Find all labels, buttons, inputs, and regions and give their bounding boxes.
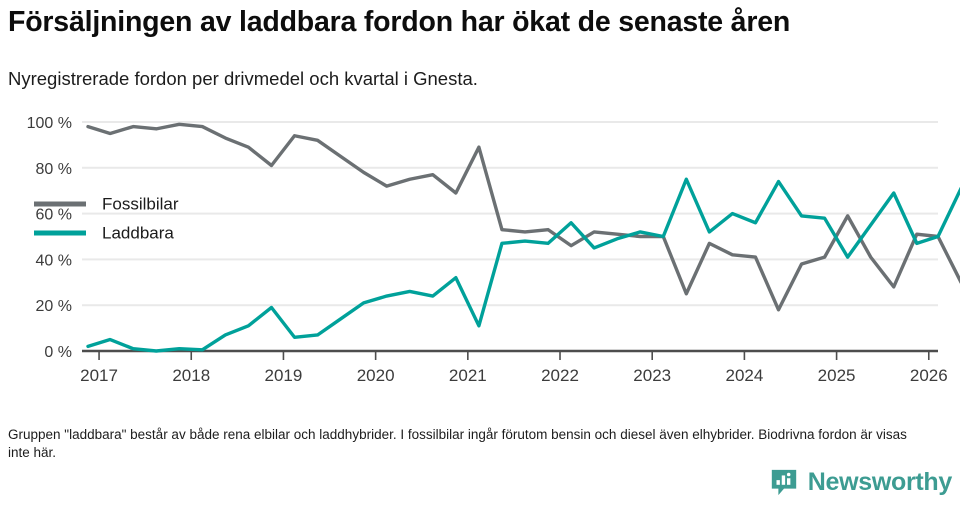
x-axis-tick-label: 2024 <box>725 366 763 385</box>
x-axis-tick-label: 2018 <box>172 366 210 385</box>
chart-legend: Fossilbilar Laddbara <box>34 194 179 242</box>
legend-label-laddbara: Laddbara <box>102 223 174 242</box>
chart-plot-area: 0 % 20 % 40 % 60 % 80 % 100 % 2017 2018 2019 202… <box>0 108 960 398</box>
chart-subtitle: Nyregistrerade fordon per drivmedel och … <box>8 68 478 89</box>
x-axis-tick-label: 2019 <box>265 366 303 385</box>
y-axis-tick-label: 60 % <box>36 207 72 224</box>
line-chart-svg: 0 % 20 % 40 % 60 % 80 % 100 % 2017 2018 2019 202… <box>27 115 960 385</box>
legend-label-fossilbilar: Fossilbilar <box>102 194 179 213</box>
y-axis-tick-label: 80 % <box>36 161 72 178</box>
gridlines <box>82 121 938 307</box>
x-axis-tick-label: 2020 <box>357 366 395 385</box>
y-axis-tick-label: 0 % <box>44 344 72 361</box>
bar-chart-speech-bubble-icon <box>771 469 796 496</box>
logo-wordmark: Newsworthy <box>807 467 953 496</box>
chart-footnote: Gruppen "laddbara" består av både rena e… <box>8 427 907 461</box>
y-axis-tick-label: 100 % <box>27 115 72 132</box>
x-axis <box>82 349 938 360</box>
series-lines <box>86 122 960 353</box>
x-axis-tick-label: 2023 <box>633 366 671 385</box>
x-axis-tick-label: 2017 <box>80 366 118 385</box>
y-axis-tick-labels: 0 % 20 % 40 % 60 % 80 % 100 % <box>27 115 72 361</box>
x-axis-tick-label: 2022 <box>541 366 579 385</box>
x-axis-tick-label: 2021 <box>449 366 487 385</box>
x-axis-tick-label: 2026 <box>910 366 948 385</box>
x-axis-tick-label: 2025 <box>818 366 856 385</box>
y-axis-tick-label: 20 % <box>36 298 72 315</box>
series-line-fossilbilar <box>86 122 960 312</box>
series-line-laddbara <box>86 177 960 353</box>
page-title: Försäljningen av laddbara fordon har öka… <box>8 6 791 38</box>
y-axis-tick-label: 40 % <box>36 252 72 269</box>
newsworthy-logo: Newsworthy <box>769 467 952 497</box>
x-axis-tick-labels: 2017 2018 2019 2020 2021 2022 2023 2024 2025 2026 <box>80 366 948 385</box>
